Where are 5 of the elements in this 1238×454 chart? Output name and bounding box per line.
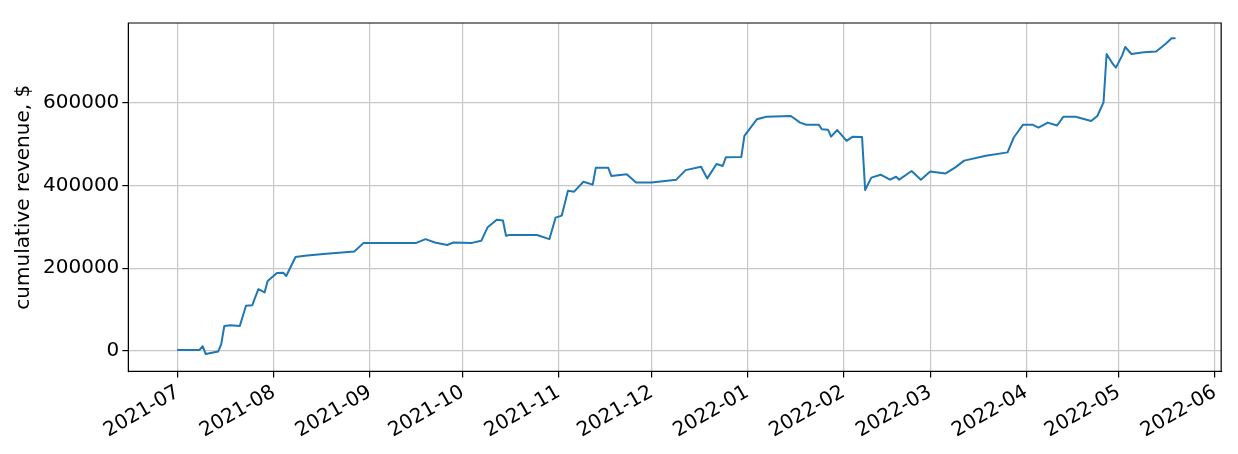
y-tick-label: 200000 bbox=[42, 254, 120, 279]
y-tick-label: 400000 bbox=[42, 171, 120, 196]
y-axis-title: cumulative revenue, $ bbox=[10, 84, 35, 310]
y-tick-label: 600000 bbox=[42, 88, 120, 113]
y-tick-label: 0 bbox=[106, 336, 120, 361]
